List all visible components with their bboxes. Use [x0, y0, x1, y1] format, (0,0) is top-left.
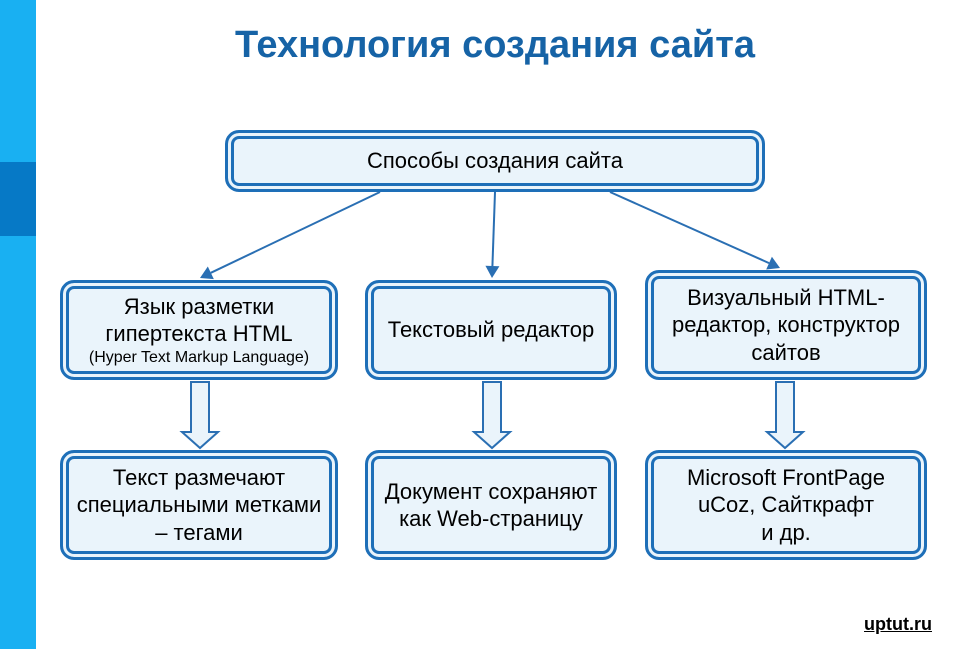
node-label: Текстовый редактор	[388, 316, 595, 344]
page-title: Технология создания сайта	[60, 24, 930, 67]
flowchart-node-d2: Документ сохраняют как Web-страницу	[365, 450, 617, 560]
flowchart-node-m2: Текстовый редактор	[365, 280, 617, 380]
left-accent-light	[0, 0, 36, 649]
diagram-flowchart: Способы создания сайта Язык разметки гипе…	[60, 120, 930, 600]
node-label: Способы создания сайта	[367, 147, 623, 175]
flowchart-node-root: Способы создания сайта	[225, 130, 765, 192]
flowchart-node-d1: Текст размечают специальными метками – т…	[60, 450, 338, 560]
flowchart-node-d3: Microsoft FrontPage uCoz, Сайткрафт и др…	[645, 450, 927, 560]
node-label: Текст размечают специальными метками – т…	[71, 464, 327, 547]
node-label: Визуальный HTML-редактор, конструктор са…	[656, 284, 916, 367]
flowchart-node-m3: Визуальный HTML-редактор, конструктор са…	[645, 270, 927, 380]
node-label: Документ сохраняют как Web-страницу	[376, 478, 606, 533]
left-accent-dark	[0, 162, 36, 236]
node-sublabel: (Hyper Text Markup Language)	[89, 348, 309, 368]
flowchart-node-m1: Язык разметки гипертекста HTML(Hyper Tex…	[60, 280, 338, 380]
node-label: Язык разметки гипертекста HTML	[71, 293, 327, 348]
node-label: Microsoft FrontPage uCoz, Сайткрафт и др…	[656, 464, 916, 547]
footer-link[interactable]: uptut.ru	[864, 614, 932, 635]
left-accent-stripe	[0, 0, 36, 649]
